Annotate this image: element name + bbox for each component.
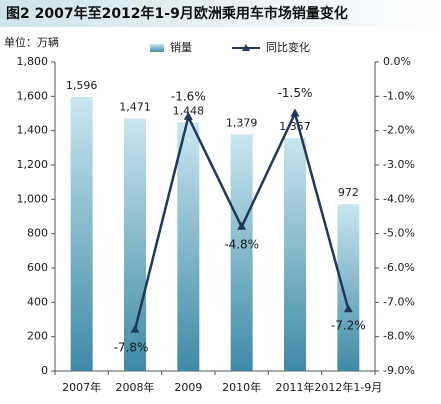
bar-1	[124, 118, 146, 371]
title-band	[0, 0, 441, 27]
x-tick-label-4: 2011年	[276, 380, 315, 394]
left-tick-label-2: 400	[27, 295, 48, 308]
x-tick-label-3: 2010年	[222, 380, 261, 394]
right-tick-label-6: -6.0%	[383, 261, 415, 274]
bar-2	[177, 122, 200, 371]
right-tick-label-9: -9.0%	[383, 364, 415, 377]
legend-line-marker	[242, 44, 250, 51]
right-tick-label-0: 0.0%	[383, 55, 411, 68]
x-tick-label-2: 2009	[174, 381, 202, 394]
right-tick-label-2: -2.0%	[383, 124, 415, 137]
line-label-2: -1.6%	[171, 89, 206, 103]
line-point-3	[237, 221, 247, 230]
line-point-5	[343, 304, 353, 313]
left-tick-label-6: 1,200	[17, 158, 49, 171]
bar-3	[230, 134, 253, 371]
bar-label-4: 1,357	[279, 120, 311, 133]
right-tick-label-4: -4.0%	[383, 192, 415, 205]
bar-label-2: 1,448	[173, 104, 205, 117]
line-label-3: -4.8%	[224, 237, 259, 251]
line-label-4: -1.5%	[278, 86, 313, 100]
legend-bar-label: 销量	[170, 40, 192, 54]
right-tick-label-8: -8.0%	[383, 330, 415, 343]
right-tick-label-5: -5.0%	[383, 227, 415, 240]
legend-bar-swatch	[150, 44, 164, 52]
bar-0	[70, 97, 93, 372]
bar-label-0: 1,596	[66, 79, 98, 92]
left-tick-label-3: 600	[27, 261, 48, 274]
bar-label-1: 1,471	[119, 100, 151, 113]
left-tick-label-0: 0	[41, 364, 48, 377]
x-tick-label-5: 2012年1-9月	[314, 380, 382, 394]
left-tick-label-4: 800	[27, 227, 48, 240]
bar-label-3: 1,379	[226, 116, 258, 129]
unit-label: 单位：万辆	[4, 35, 59, 49]
right-tick-label-3: -3.0%	[383, 158, 415, 171]
line-point-1	[130, 324, 140, 333]
line-label-5: -7.2%	[331, 319, 366, 333]
bar-label-5: 972	[338, 186, 359, 199]
line-label-1: -7.8%	[114, 340, 149, 354]
left-tick-label-7: 1,400	[17, 124, 49, 137]
bar-5	[337, 204, 360, 371]
line-point-2	[183, 111, 193, 120]
line-point-4	[290, 108, 300, 117]
left-tick-label-5: 1,000	[17, 192, 49, 205]
left-tick-label-9: 1,800	[17, 55, 49, 68]
bar-4	[284, 138, 306, 371]
x-tick-label-1: 2008年	[116, 380, 155, 394]
legend-line-label: 同比变化	[266, 40, 310, 54]
right-tick-label-7: -7.0%	[383, 295, 415, 308]
chart-title: 图2 2007年至2012年1-9月欧洲乘用车市场销量变化	[6, 5, 348, 22]
left-tick-label-8: 1,600	[17, 89, 49, 102]
left-tick-label-1: 200	[27, 330, 48, 343]
right-tick-label-1: -1.0%	[383, 89, 415, 102]
x-tick-label-0: 2007年	[62, 380, 101, 394]
